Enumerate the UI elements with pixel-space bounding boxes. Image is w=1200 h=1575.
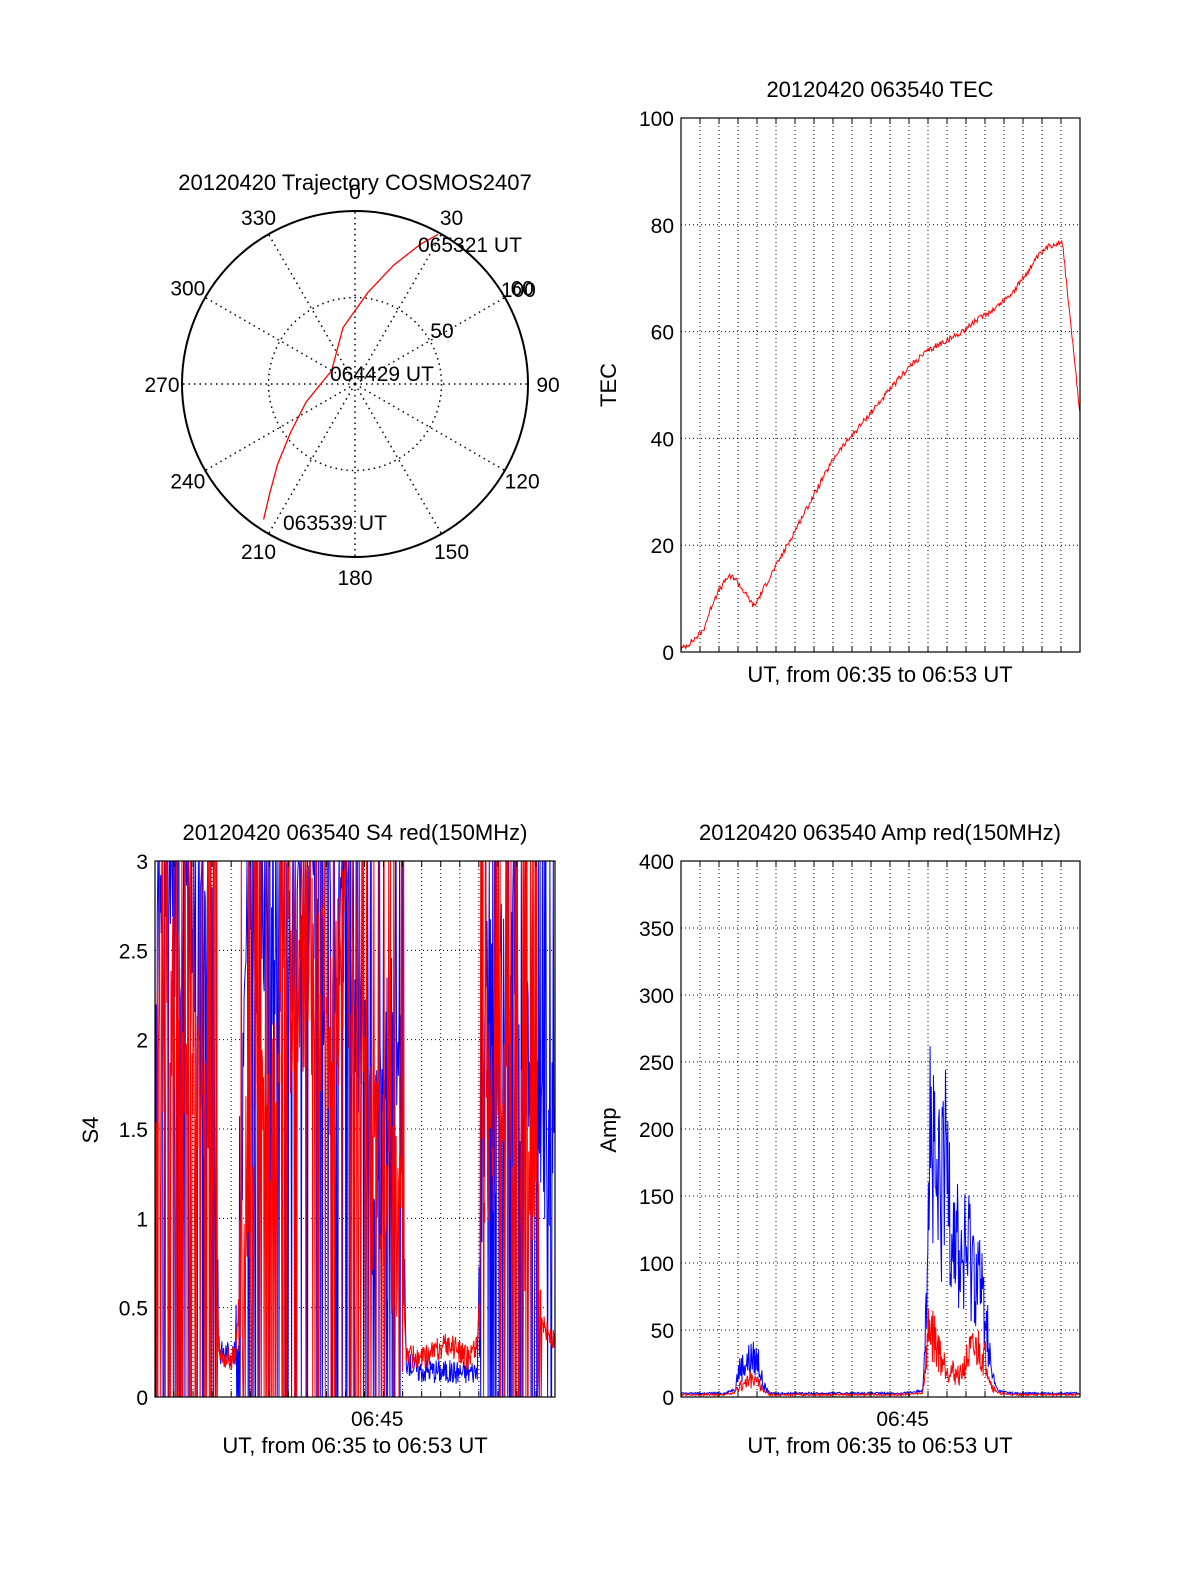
tec-xlabel: UT, from 06:35 to 06:53 UT (747, 662, 1012, 687)
polar-angle-label: 150 (434, 541, 469, 564)
tec-ytick-labels: 0 20 40 60 80 100 (639, 108, 674, 665)
tec-grid (681, 118, 1080, 652)
amp-ytick-label: 300 (639, 985, 674, 1008)
polar-outer-circle (181, 210, 529, 558)
tec-ytick-label: 20 (651, 535, 674, 558)
polar-angle-label: 120 (505, 471, 540, 494)
tec-frame (680, 117, 1081, 653)
polar-spoke-300 (204, 296, 356, 385)
amp-axes (680, 860, 1081, 1398)
tec-ytick-label: 100 (639, 108, 674, 131)
polar-angle-label: 330 (241, 207, 276, 230)
polar-spoke-240 (204, 383, 356, 472)
polar-angle-label: 90 (536, 374, 559, 397)
amp-ytick-label: 400 (639, 851, 674, 874)
s4-ytick-label: 1 (136, 1208, 148, 1231)
polar-spoke-120 (354, 383, 506, 472)
tec-axes (680, 117, 1081, 653)
s4-ytick-label: 3 (136, 851, 148, 874)
s4-title: 20120420 063540 S4 red(150MHz) (183, 820, 528, 845)
amp-series-red (680, 1308, 1081, 1398)
polar-angle-label: 300 (170, 278, 205, 301)
amp-ytick-label: 100 (639, 1253, 674, 1276)
amp-grid (681, 861, 1080, 1397)
polar-spoke-60 (354, 296, 506, 385)
s4-series-blue (154, 860, 556, 1398)
s4-ytick-label: 2.5 (119, 940, 148, 963)
trajectory-line (262, 233, 439, 520)
amp-ytick-label: 350 (639, 918, 674, 941)
s4-ytick-label: 1.5 (119, 1119, 148, 1142)
polar-angle-label: 270 (144, 374, 179, 397)
polar-angle-label: 180 (337, 567, 372, 590)
tec-data (680, 240, 1081, 652)
s4-frame (154, 860, 556, 1398)
tec-ytick-label: 40 (651, 428, 674, 451)
tec-ytick-label: 60 (651, 322, 674, 345)
trajectory-title: 20120420 Trajectory COSMOS2407 (178, 170, 531, 195)
polar-spoke-30 (354, 233, 443, 385)
s4-panel: 20120420 063540 S4 red(150MHz) 0 0.5 1 1.5 2… (78, 820, 556, 1458)
amp-ytick-label: 150 (639, 1186, 674, 1209)
annotation-mid-time: 064429 UT (330, 363, 434, 386)
polar-grid (181, 210, 529, 558)
tec-ylabel: TEC (596, 363, 621, 407)
s4-data (154, 860, 556, 1398)
s4-axes (154, 860, 556, 1398)
polar-angle-label: 60 (510, 278, 533, 301)
polar-angle-label: 0 (349, 181, 361, 204)
s4-xtick-label: 06:45 (351, 1408, 404, 1431)
s4-ytick-label: 0 (136, 1387, 148, 1410)
tec-series-red (680, 240, 1081, 652)
amp-ytick-label: 0 (662, 1387, 674, 1410)
tec-title: 20120420 063540 TEC (766, 77, 993, 102)
polar-ring-50 (267, 296, 443, 472)
s4-xlabel: UT, from 06:35 to 06:53 UT (222, 1433, 487, 1458)
amp-xlabel: UT, from 06:35 to 06:53 UT (747, 1433, 1012, 1458)
polar-spoke-210 (267, 383, 356, 535)
s4-ylabel: S4 (78, 1117, 103, 1144)
tec-ytick-label: 0 (662, 642, 674, 665)
amp-frame (680, 860, 1081, 1398)
polar-angle-label: 30 (440, 207, 463, 230)
amp-data (680, 1046, 1081, 1398)
amp-ytick-labels: 0 50 100 150 200 250 300 350 400 (639, 851, 674, 1410)
polar-spoke-150 (354, 383, 443, 535)
polar-spoke-330 (267, 233, 356, 385)
amp-title: 20120420 063540 Amp red(150MHz) (699, 820, 1061, 845)
amp-ylabel: Amp (596, 1107, 621, 1152)
tec-panel: 20120420 063540 TEC 0 20 40 60 80 100 TEC UT,… (596, 77, 1081, 687)
polar-angle-label: 240 (170, 471, 205, 494)
trajectory-track (262, 233, 439, 520)
amp-panel: 20120420 063540 Amp red(150MHz) 0 50 100 15… (596, 820, 1081, 1458)
amp-series-blue (680, 1046, 1081, 1396)
amp-xtick-label: 06:45 (876, 1408, 929, 1431)
polar-radial-label: 50 (430, 320, 453, 343)
annotation-end-time: 065321 UT (418, 234, 522, 257)
amp-ytick-label: 50 (651, 1320, 674, 1343)
annotation-start-time: 063539 UT (283, 512, 387, 535)
trajectory-panel: 20120420 Trajectory COSMOS2407 0 30 60 90 12… (144, 170, 559, 590)
polar-angle-label: 210 (241, 541, 276, 564)
tec-ytick-label: 80 (651, 215, 674, 238)
s4-ytick-label: 2 (136, 1030, 148, 1053)
polar-angle-labels: 0 30 60 90 120 150 180 210 240 270 300 330 50 100 (144, 181, 559, 590)
amp-ytick-label: 250 (639, 1052, 674, 1075)
amp-ytick-label: 200 (639, 1119, 674, 1142)
s4-ytick-labels: 0 0.5 1 1.5 2 2.5 3 (119, 851, 148, 1410)
polar-radial-label: 100 (501, 279, 536, 302)
s4-ytick-label: 0.5 (119, 1298, 148, 1321)
